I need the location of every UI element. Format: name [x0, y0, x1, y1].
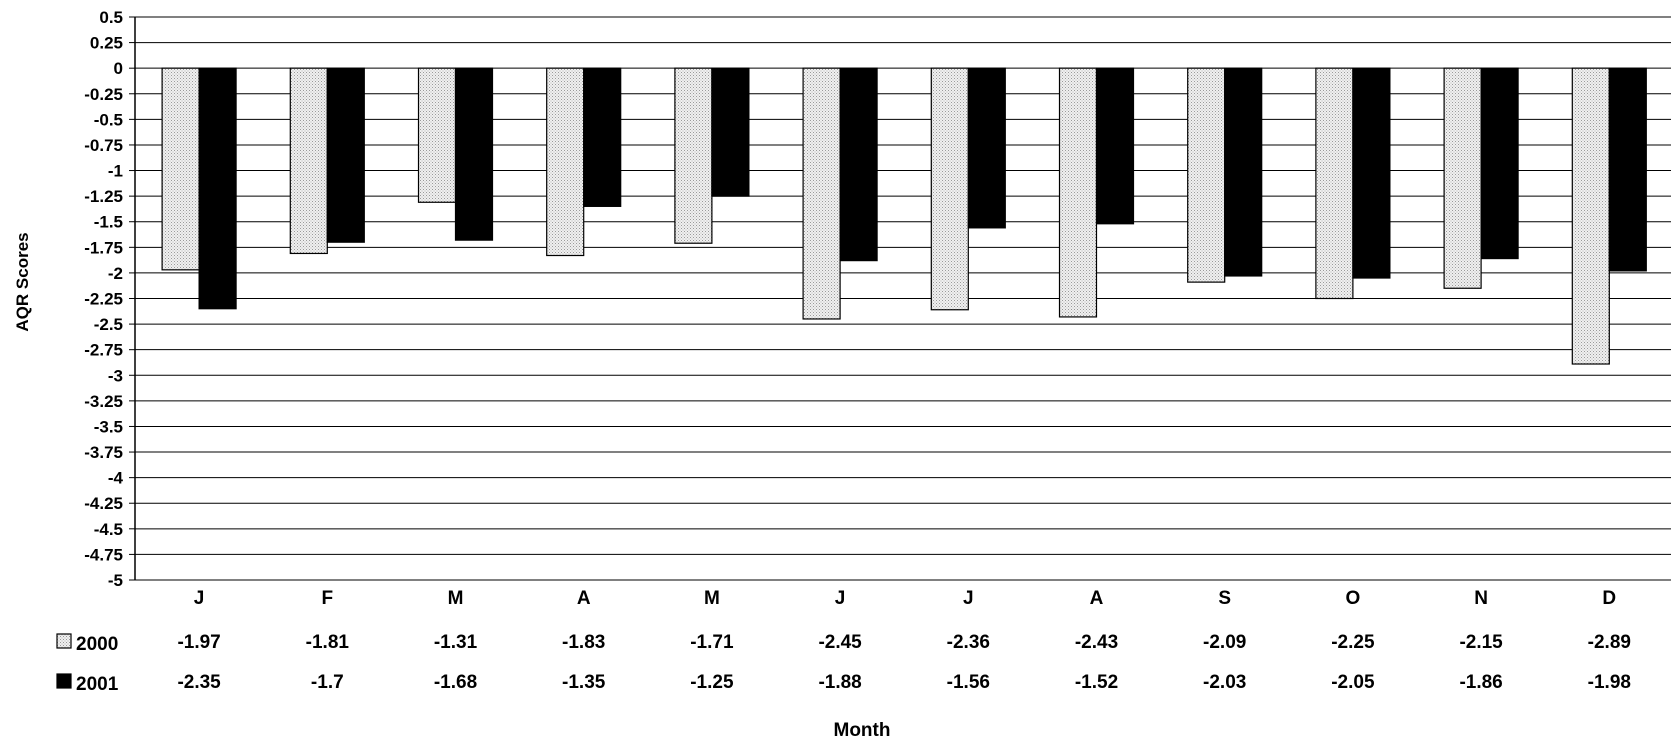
y-tick-label: -0.25 [84, 85, 123, 104]
x-tick-label: O [1346, 588, 1361, 609]
bar-2001-3 [454, 67, 494, 241]
bar-2000-12 [1571, 67, 1610, 365]
data-label-2000: -2.45 [818, 632, 862, 653]
y-tick-label: -1.5 [94, 213, 123, 232]
y-tick-label: -0.5 [94, 110, 123, 129]
data-label-2000: -2.25 [1331, 632, 1375, 653]
bar-2000-5 [674, 67, 713, 244]
data-table: 2000 -1.97 -1.81 -1.31 -1.83 -1.71 -2.45 -2.36 -… [56, 632, 1631, 695]
legend-swatch-2001 [56, 673, 72, 689]
bar-2000-1 [161, 67, 200, 271]
x-tick-label: N [1474, 588, 1488, 609]
bar-2000-2 [289, 67, 328, 255]
legend-label-2000: 2000 [76, 634, 118, 655]
bar-2001-1 [198, 67, 237, 310]
bar-2001-12 [1608, 67, 1647, 272]
data-label-2001: -1.25 [690, 672, 734, 693]
data-label-2001: -1.35 [562, 672, 606, 693]
data-label-2000: -2.36 [947, 632, 990, 653]
bar-2001-2 [326, 67, 365, 243]
data-label-2001: -1.88 [818, 672, 861, 693]
y-tick-label: 0.25 [90, 34, 123, 53]
gridlines [135, 16, 1671, 581]
axes [129, 16, 136, 581]
data-label-2000: -1.81 [306, 632, 350, 653]
y-tick-label: -4.5 [94, 520, 123, 539]
x-axis-label: Month [834, 720, 891, 741]
data-label-2001: -1.52 [1075, 672, 1118, 693]
bar-2000-6 [802, 67, 841, 320]
bars [161, 67, 1647, 365]
data-label-2000: -1.31 [434, 632, 478, 653]
data-label-2001: -1.68 [434, 672, 477, 693]
y-tick-label: -2.25 [84, 290, 123, 309]
y-tick-label: -2 [108, 264, 123, 283]
bar-2000-10 [1315, 67, 1354, 300]
y-tick-label: -4 [108, 469, 124, 488]
data-label-2001: -1.7 [311, 672, 344, 693]
bar-2001-11 [1480, 67, 1519, 260]
data-label-2001: -2.03 [1203, 672, 1246, 693]
data-label-2001: -2.35 [177, 672, 221, 693]
y-tick-label: 0.5 [99, 8, 123, 27]
x-tick-label: D [1602, 588, 1616, 609]
data-label-2001: -2.05 [1331, 672, 1375, 693]
x-tick-label: F [321, 588, 333, 609]
y-tick-label: -3.25 [84, 392, 123, 411]
data-label-2001: -1.86 [1459, 672, 1502, 693]
data-label-2000: -1.83 [562, 632, 605, 653]
x-tick-label: J [963, 588, 974, 609]
x-tick-label: J [835, 588, 846, 609]
x-tick-label: M [448, 588, 464, 609]
y-tick-label: -1.25 [84, 187, 123, 206]
y-tick-label: -4.25 [84, 494, 123, 513]
y-tick-labels: 0.5 0.25 0 -0.25 -0.5 -0.75 -1 -1.25 -1.5 -1.75 -2… [84, 8, 123, 590]
data-label-2001: -1.98 [1588, 672, 1631, 693]
bar-2001-10 [1352, 67, 1391, 279]
bar-2001-7 [967, 67, 1006, 229]
y-tick-label: -0.75 [84, 136, 123, 155]
legend-label-2001: 2001 [76, 674, 119, 695]
y-tick-label: -1 [108, 162, 123, 181]
x-tick-label: J [194, 588, 205, 609]
y-axis-label: AQR Scores [13, 232, 32, 331]
bar-2001-5 [711, 67, 750, 197]
bar-2000-11 [1443, 67, 1482, 289]
y-tick-label: -2.75 [84, 341, 123, 360]
bar-2000-3 [417, 67, 457, 203]
data-label-2000: -2.09 [1203, 632, 1246, 653]
data-label-2000: -2.15 [1459, 632, 1503, 653]
bar-2001-9 [1224, 67, 1263, 277]
data-label-2000: -2.43 [1075, 632, 1118, 653]
data-label-2000: -2.89 [1588, 632, 1631, 653]
bar-2001-6 [839, 67, 878, 262]
data-label-2000: -1.97 [177, 632, 220, 653]
x-tick-label: S [1218, 588, 1231, 609]
y-tick-label: -1.75 [84, 238, 123, 257]
bar-2001-8 [1095, 67, 1135, 225]
bar-2000-8 [1058, 67, 1098, 318]
x-tick-label: A [1090, 588, 1104, 609]
bar-2001-4 [583, 67, 622, 207]
bar-2000-9 [1187, 67, 1226, 283]
y-tick-label: -3.75 [84, 443, 123, 462]
x-tick-label: A [577, 588, 591, 609]
bar-2000-4 [546, 67, 585, 257]
legend-swatch-2000 [56, 633, 72, 649]
y-tick-label: -3 [108, 366, 123, 385]
x-tick-label: M [704, 588, 720, 609]
y-tick-label: -2.5 [94, 315, 123, 334]
y-tick-label: -3.5 [94, 417, 123, 436]
y-tick-label: -4.75 [84, 545, 123, 564]
bar-2000-7 [930, 67, 969, 311]
data-label-2000: -1.71 [690, 632, 734, 653]
data-label-2001: -1.56 [947, 672, 990, 693]
y-tick-label: -5 [108, 571, 123, 590]
y-tick-label: 0 [114, 59, 123, 78]
